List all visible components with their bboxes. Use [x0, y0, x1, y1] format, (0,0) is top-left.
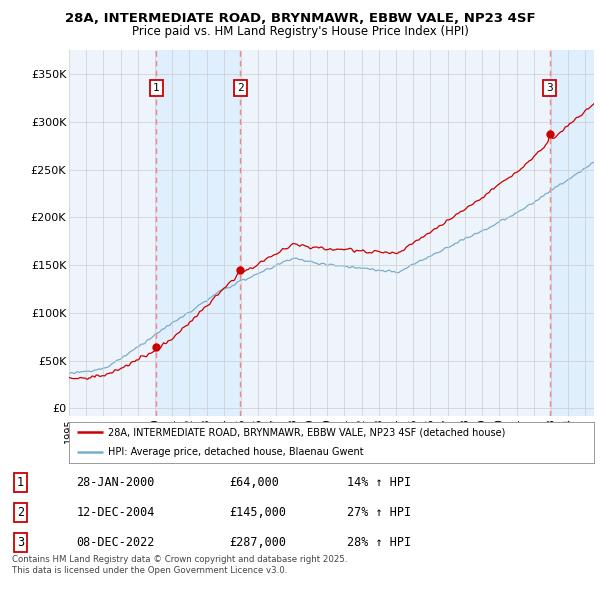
Text: 3: 3: [547, 83, 553, 93]
Text: Contains HM Land Registry data © Crown copyright and database right 2025.
This d: Contains HM Land Registry data © Crown c…: [12, 556, 347, 575]
Text: 2: 2: [17, 506, 24, 519]
Text: 28A, INTERMEDIATE ROAD, BRYNMAWR, EBBW VALE, NP23 4SF: 28A, INTERMEDIATE ROAD, BRYNMAWR, EBBW V…: [65, 12, 535, 25]
Bar: [156, 50, 240, 416]
Text: Price paid vs. HM Land Registry's House Price Index (HPI): Price paid vs. HM Land Registry's House …: [131, 25, 469, 38]
Text: 28-JAN-2000: 28-JAN-2000: [77, 476, 155, 489]
Text: 3: 3: [17, 536, 24, 549]
Text: 27% ↑ HPI: 27% ↑ HPI: [347, 506, 411, 519]
Text: 28% ↑ HPI: 28% ↑ HPI: [347, 536, 411, 549]
Text: £287,000: £287,000: [229, 536, 286, 549]
Bar: [550, 50, 594, 416]
Text: 08-DEC-2022: 08-DEC-2022: [77, 536, 155, 549]
Text: 28A, INTERMEDIATE ROAD, BRYNMAWR, EBBW VALE, NP23 4SF (detached house): 28A, INTERMEDIATE ROAD, BRYNMAWR, EBBW V…: [109, 427, 506, 437]
Text: £64,000: £64,000: [229, 476, 280, 489]
Text: 12-DEC-2004: 12-DEC-2004: [77, 506, 155, 519]
Text: 2: 2: [237, 83, 244, 93]
Text: 14% ↑ HPI: 14% ↑ HPI: [347, 476, 411, 489]
Text: HPI: Average price, detached house, Blaenau Gwent: HPI: Average price, detached house, Blae…: [109, 447, 364, 457]
Text: 1: 1: [153, 83, 160, 93]
Text: £145,000: £145,000: [229, 506, 286, 519]
Text: 1: 1: [17, 476, 24, 489]
